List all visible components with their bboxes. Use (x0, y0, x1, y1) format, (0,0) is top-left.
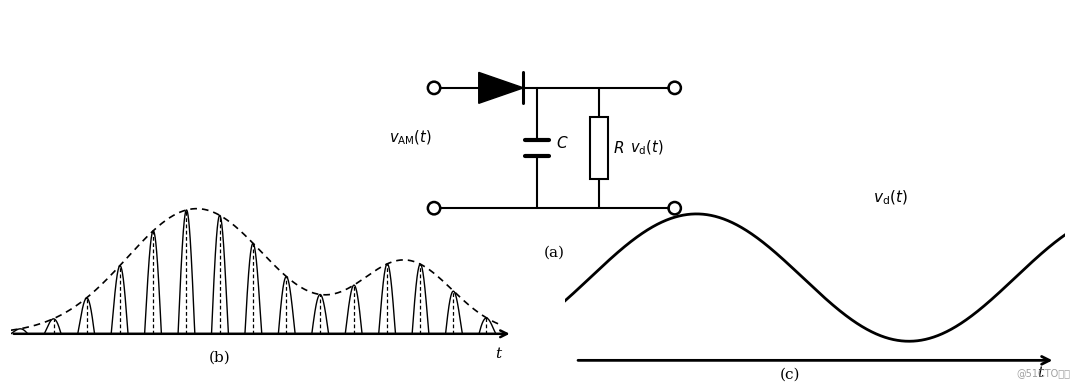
Text: $v_{\mathrm{d}}(t)$: $v_{\mathrm{d}}(t)$ (873, 189, 908, 207)
Text: $v_{\mathrm{AM}}(t)$: $v_{\mathrm{AM}}(t)$ (388, 128, 432, 147)
Text: (c): (c) (780, 367, 800, 381)
Text: (a): (a) (544, 246, 565, 260)
Text: $C$: $C$ (557, 135, 569, 151)
Bar (590, 117, 608, 179)
Text: t: t (496, 346, 501, 361)
Text: $R$: $R$ (613, 140, 624, 156)
Text: $v_{\mathrm{d}}(t)$: $v_{\mathrm{d}}(t)$ (630, 139, 663, 157)
Text: (b): (b) (209, 351, 230, 364)
Text: t: t (1037, 366, 1044, 380)
Text: @51CTO博客: @51CTO博客 (1016, 368, 1071, 378)
Polygon shape (478, 72, 524, 103)
